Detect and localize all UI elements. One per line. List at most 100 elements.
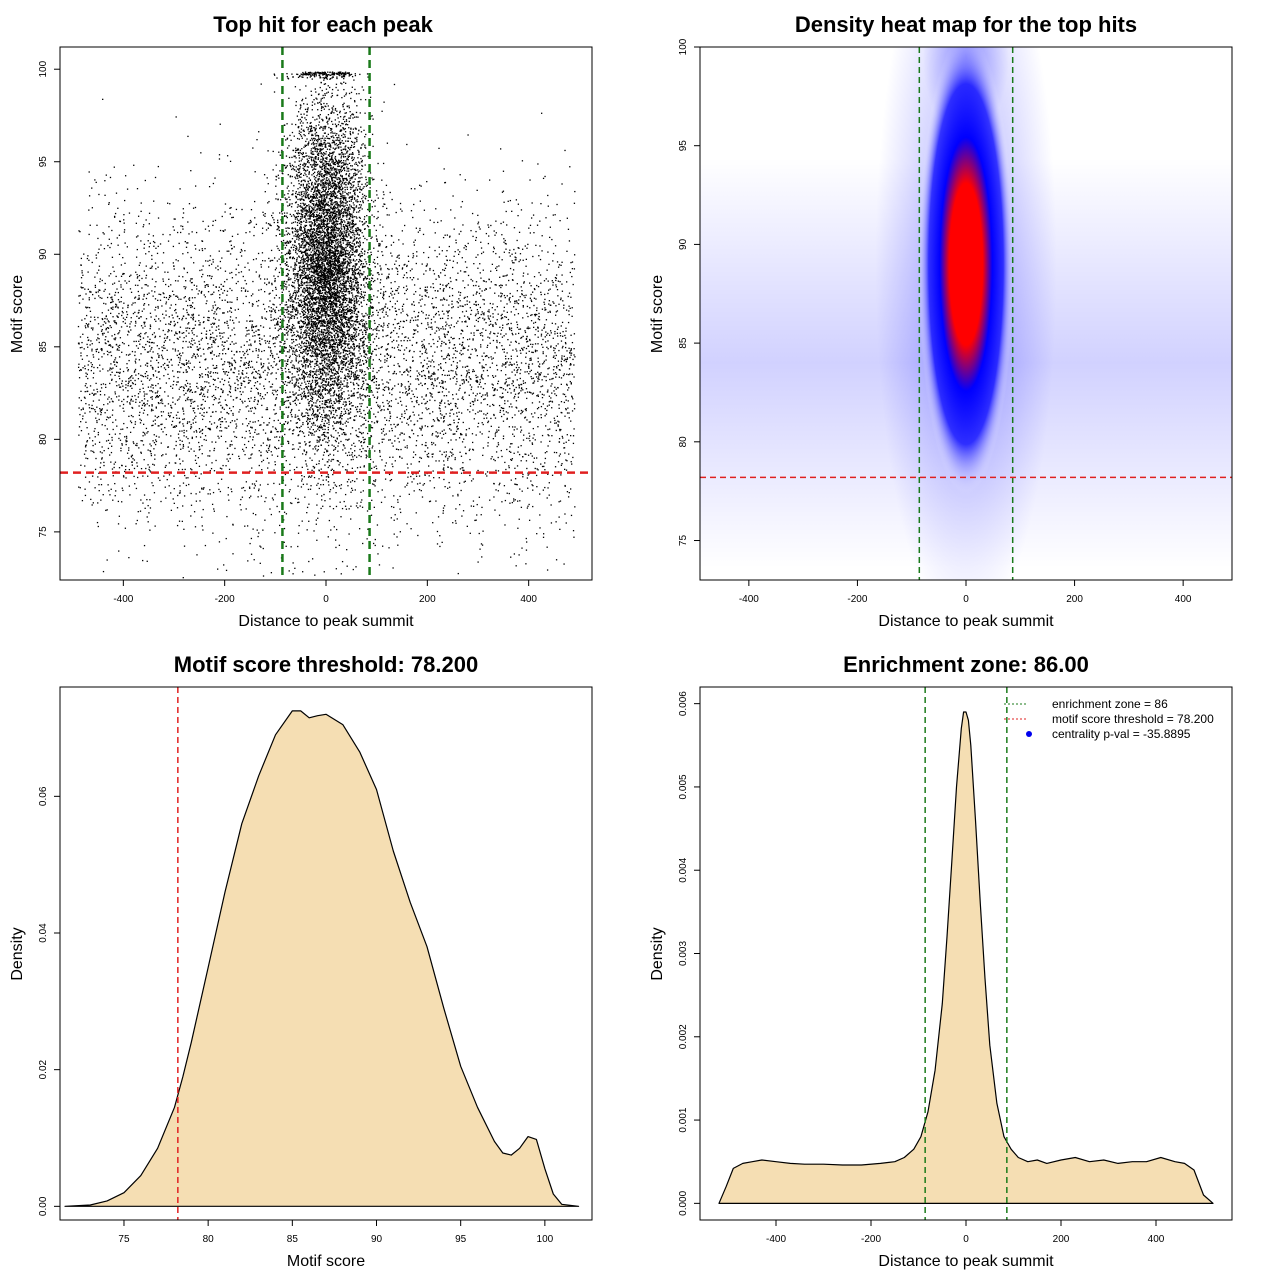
data-point	[548, 401, 550, 403]
data-point	[464, 321, 466, 323]
data-point	[479, 306, 482, 309]
data-point	[362, 380, 364, 383]
data-point	[436, 378, 438, 380]
data-point	[303, 415, 305, 417]
data-point	[421, 443, 423, 446]
data-point	[348, 533, 350, 535]
data-point	[475, 374, 477, 377]
data-point	[85, 450, 87, 452]
data-point	[407, 472, 410, 474]
data-point	[178, 437, 180, 439]
data-point	[555, 451, 558, 454]
data-point	[296, 426, 299, 429]
data-point	[497, 332, 499, 334]
data-point	[572, 358, 574, 361]
data-point	[387, 326, 389, 328]
data-point	[294, 393, 296, 395]
data-point	[267, 358, 269, 360]
data-point	[444, 267, 447, 269]
data-point	[381, 438, 383, 441]
data-point	[540, 441, 542, 443]
data-point	[324, 276, 326, 278]
data-point	[444, 374, 446, 376]
data-point	[79, 294, 81, 297]
data-point	[533, 382, 535, 384]
data-point	[234, 360, 236, 362]
data-point	[493, 496, 495, 498]
data-point	[415, 388, 417, 390]
data-point	[251, 447, 254, 449]
data-point	[174, 348, 177, 350]
data-point	[483, 303, 485, 305]
data-point	[491, 263, 494, 265]
data-point	[223, 289, 226, 292]
data-point	[338, 240, 340, 242]
data-point	[475, 284, 477, 287]
data-point	[220, 430, 223, 432]
data-point	[164, 486, 166, 488]
data-point	[298, 394, 300, 396]
data-point	[482, 317, 484, 319]
data-point	[520, 431, 522, 433]
data-point	[230, 410, 232, 412]
data-point	[517, 393, 520, 395]
data-point	[543, 303, 546, 305]
data-point	[158, 371, 160, 373]
data-point	[313, 204, 315, 207]
data-point	[117, 244, 119, 246]
data-point	[479, 548, 481, 550]
data-point	[421, 344, 423, 347]
data-point	[401, 413, 403, 415]
data-point	[481, 335, 484, 337]
data-point	[433, 420, 436, 422]
data-point	[299, 430, 301, 433]
data-point	[306, 358, 308, 361]
data-point	[407, 424, 410, 426]
data-point	[482, 387, 485, 390]
data-point	[142, 327, 144, 329]
data-point	[471, 441, 474, 444]
data-point	[487, 445, 489, 447]
data-point	[257, 329, 259, 331]
data-point	[241, 423, 244, 425]
data-point	[548, 494, 550, 496]
data-point	[211, 441, 213, 443]
data-point	[451, 455, 453, 457]
data-point	[495, 489, 497, 491]
data-point	[435, 208, 437, 210]
data-point	[383, 193, 385, 196]
data-point	[426, 291, 428, 294]
data-point	[105, 418, 108, 421]
data-point	[537, 406, 540, 409]
data-point	[475, 350, 477, 352]
data-point	[340, 487, 342, 490]
data-point	[539, 220, 541, 222]
data-point	[535, 457, 538, 459]
data-point	[99, 370, 101, 372]
data-point	[503, 364, 505, 366]
data-point	[171, 364, 173, 366]
data-point	[94, 410, 97, 413]
data-point	[459, 300, 461, 302]
data-point	[456, 374, 458, 376]
data-point	[530, 452, 532, 455]
data-point	[467, 284, 469, 286]
data-point	[86, 440, 89, 442]
data-point	[517, 446, 520, 448]
data-point	[456, 426, 458, 428]
data-point	[185, 430, 188, 432]
data-point	[212, 332, 214, 334]
data-point	[368, 278, 371, 280]
data-point	[446, 333, 448, 336]
data-point	[514, 483, 516, 485]
data-point	[383, 291, 385, 293]
data-point	[495, 252, 497, 255]
data-point	[535, 376, 538, 378]
data-point	[98, 399, 100, 401]
data-point	[445, 325, 447, 327]
data-point	[178, 388, 180, 390]
data-point	[343, 326, 345, 328]
data-point	[509, 249, 511, 251]
data-point	[286, 422, 289, 425]
data-point	[151, 405, 153, 407]
